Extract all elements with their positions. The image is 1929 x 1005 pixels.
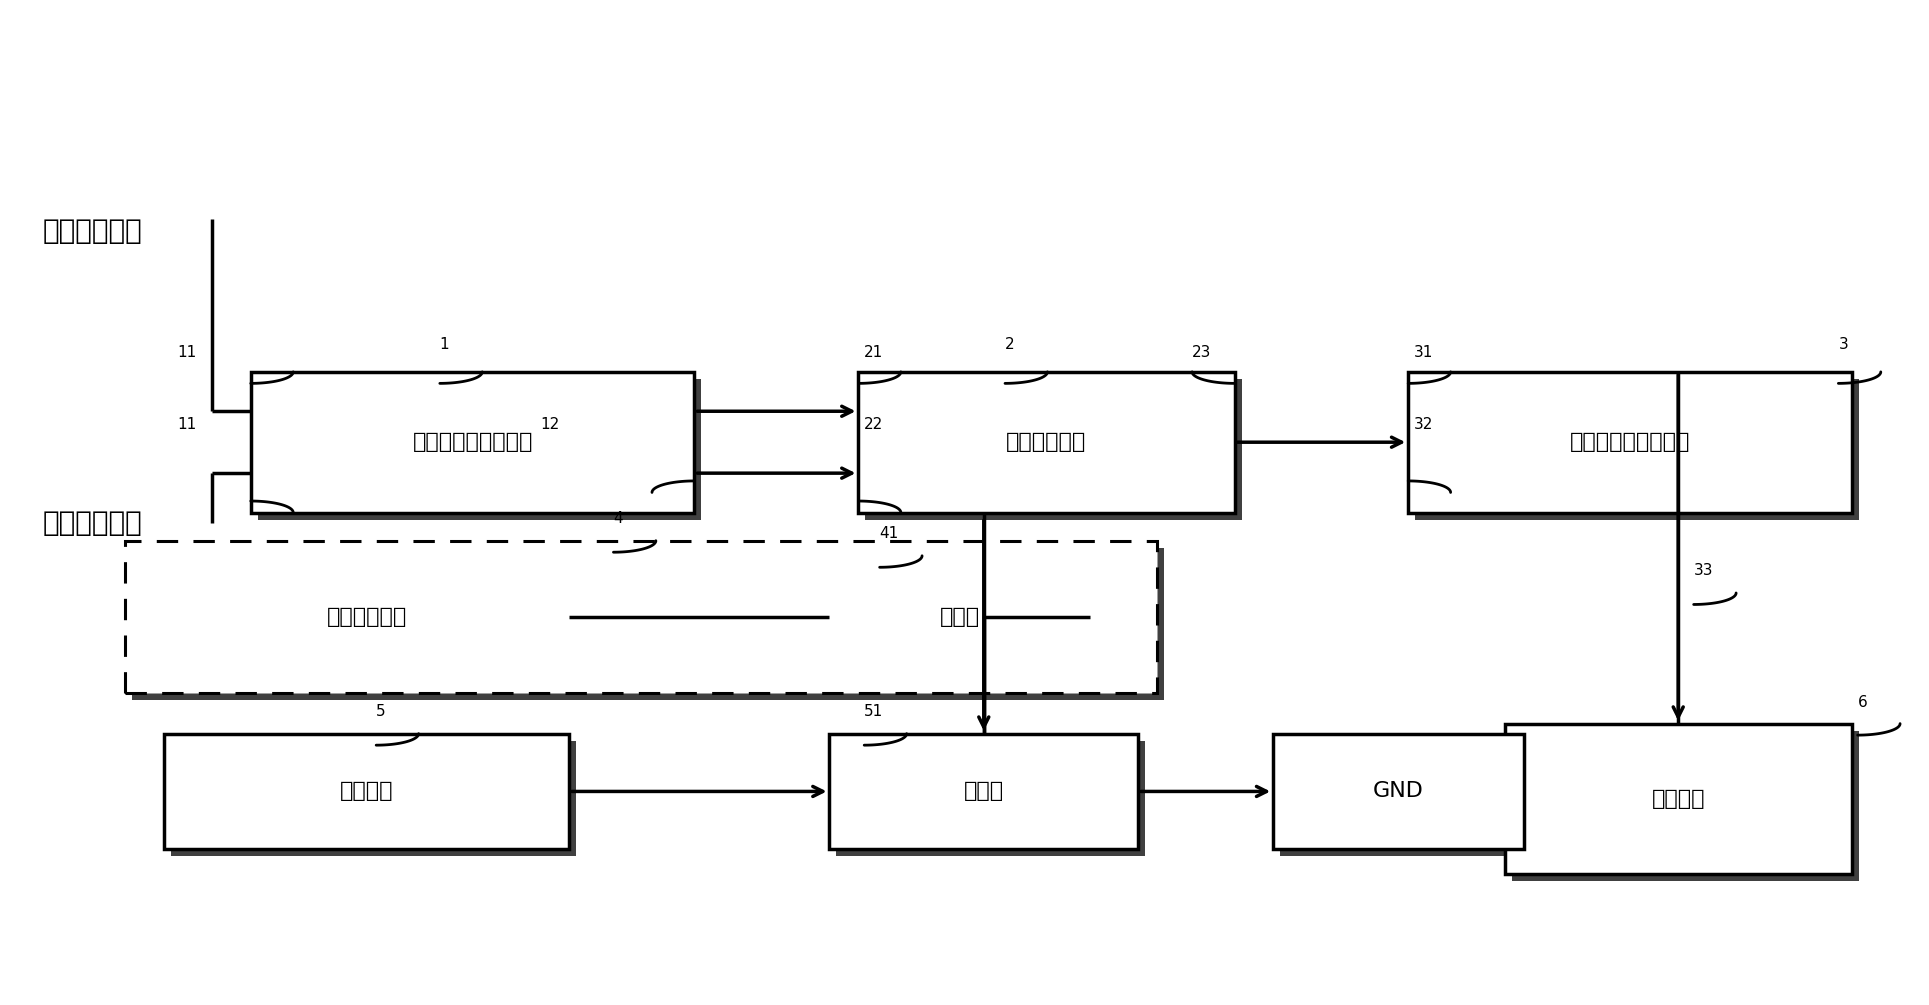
Bar [1512, 731, 1860, 881]
Text: 51: 51 [864, 704, 883, 719]
Bar [172, 568, 577, 680]
Text: 电源输入端口: 电源输入端口 [326, 607, 407, 627]
Text: 三极管: 三极管 [964, 782, 1003, 801]
Text: 读取端口: 读取端口 [1651, 789, 1705, 809]
Text: GND: GND [1373, 782, 1424, 801]
Bar [164, 561, 569, 673]
Bar [829, 734, 1138, 849]
Text: 22: 22 [864, 417, 883, 432]
Text: 3: 3 [1838, 337, 1848, 352]
Bar [1281, 741, 1532, 856]
Bar [837, 741, 1146, 856]
Bar [1416, 379, 1860, 520]
Text: 第一级与门逻辑单元: 第一级与门逻辑单元 [413, 432, 532, 452]
Text: 33: 33 [1694, 563, 1713, 578]
Text: 31: 31 [1414, 345, 1433, 360]
Bar [258, 379, 702, 520]
Text: 脱扣结果信号: 脱扣结果信号 [42, 217, 143, 245]
Bar [1408, 372, 1852, 513]
Text: 电阻器: 电阻器 [939, 607, 980, 627]
Text: 11: 11 [177, 417, 197, 432]
Text: 脱扣控制信号: 脱扣控制信号 [42, 509, 143, 537]
Bar [829, 561, 1090, 673]
Text: 第二级与门逻辑单元: 第二级与门逻辑单元 [1570, 432, 1690, 452]
Bar [858, 372, 1235, 513]
Text: 23: 23 [1192, 345, 1211, 360]
Bar [837, 568, 1098, 680]
Text: 32: 32 [1414, 417, 1433, 432]
Text: 5: 5 [376, 704, 386, 719]
Text: 41: 41 [880, 526, 899, 541]
Bar [133, 548, 1165, 700]
Bar [866, 379, 1242, 520]
Bar [172, 741, 577, 856]
Bar [125, 541, 1157, 693]
Bar [1273, 734, 1524, 849]
Text: 11: 11 [177, 345, 197, 360]
Text: 或门逻辑单元: 或门逻辑单元 [1007, 432, 1086, 452]
Bar [164, 734, 569, 849]
Text: 4: 4 [613, 511, 623, 526]
Text: 清除端口: 清除端口 [340, 782, 394, 801]
Bar [251, 372, 694, 513]
Bar [1505, 724, 1852, 874]
Text: 2: 2 [1005, 337, 1015, 352]
Text: 6: 6 [1858, 694, 1867, 710]
Text: 21: 21 [864, 345, 883, 360]
Text: 12: 12 [540, 417, 559, 432]
Text: 1: 1 [440, 337, 449, 352]
